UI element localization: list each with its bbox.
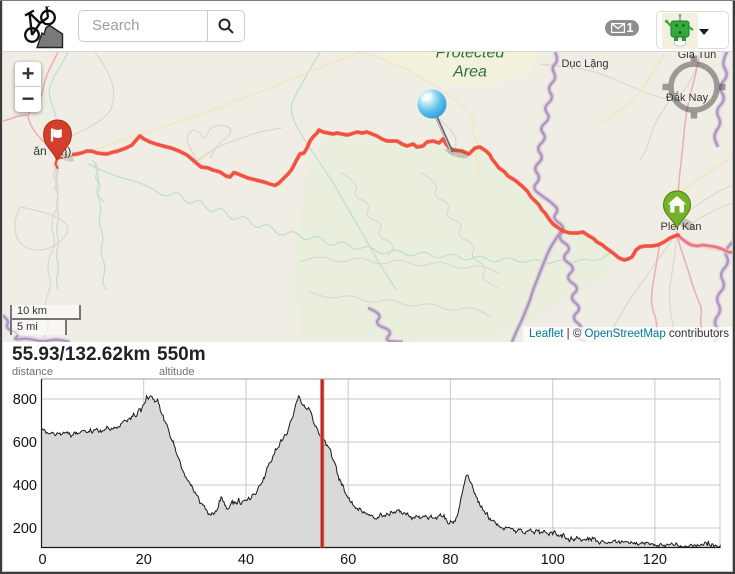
svg-text:800: 800 (13, 392, 37, 408)
svg-text:120: 120 (643, 552, 667, 568)
svg-text:0: 0 (38, 552, 46, 568)
svg-text:60: 60 (340, 552, 356, 568)
svg-text:80: 80 (442, 552, 458, 568)
svg-text:Plei Kan: Plei Kan (661, 221, 702, 233)
svg-text:200: 200 (13, 521, 37, 537)
svg-text:Dục Lặng: Dục Lặng (561, 58, 608, 70)
svg-text:20: 20 (136, 552, 152, 568)
svg-text:40: 40 (238, 552, 254, 568)
svg-text:100: 100 (541, 552, 565, 568)
svg-text:400: 400 (13, 478, 37, 494)
svg-text:600: 600 (13, 435, 37, 451)
svg-text:Area: Area (452, 64, 487, 81)
svg-text:ăn: ăn (33, 144, 46, 158)
svg-text:Protected: Protected (436, 52, 506, 62)
